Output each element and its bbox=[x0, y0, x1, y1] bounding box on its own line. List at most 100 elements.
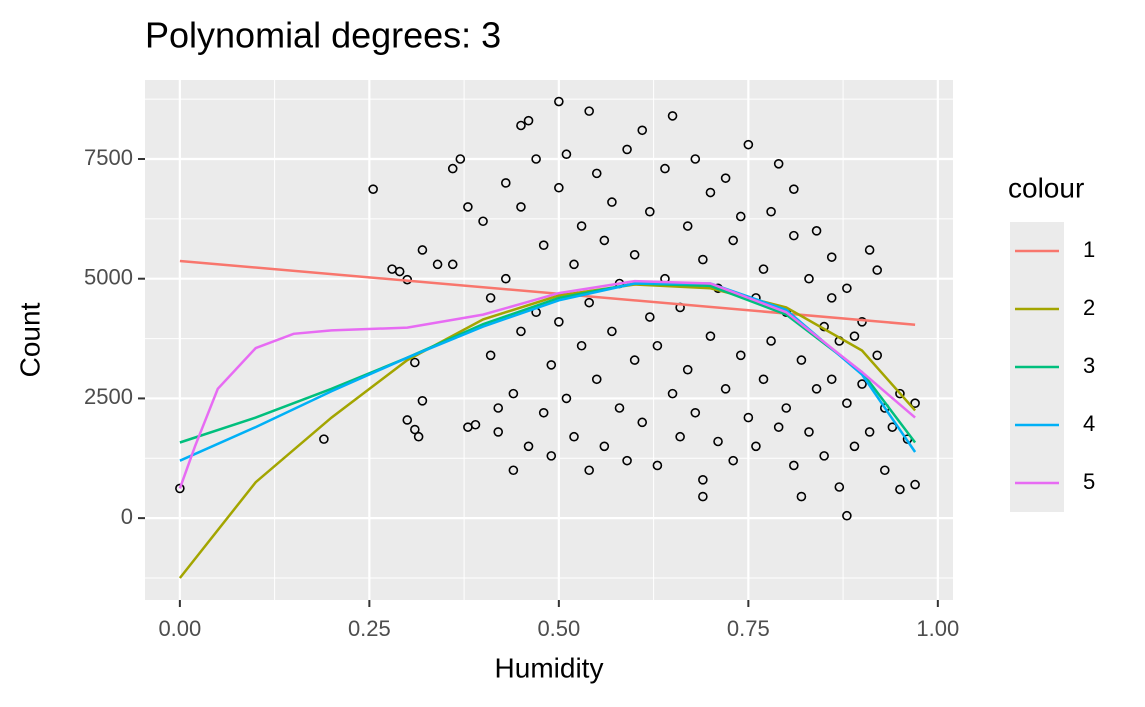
point bbox=[842, 283, 852, 294]
legend-label: 3 bbox=[1083, 353, 1095, 378]
point bbox=[485, 293, 496, 303]
point bbox=[804, 427, 814, 437]
point bbox=[584, 297, 594, 308]
point bbox=[516, 120, 526, 131]
point bbox=[698, 491, 708, 502]
point bbox=[743, 412, 754, 423]
point bbox=[789, 230, 799, 241]
y-tick-label: 5000 bbox=[84, 265, 133, 290]
point bbox=[864, 427, 875, 437]
point bbox=[538, 407, 549, 418]
point bbox=[811, 226, 822, 236]
x-axis-label: Humidity bbox=[495, 652, 604, 683]
point bbox=[645, 206, 655, 217]
point bbox=[720, 173, 731, 183]
point bbox=[478, 216, 488, 227]
point bbox=[576, 340, 587, 351]
point bbox=[394, 266, 405, 277]
point bbox=[872, 350, 883, 361]
point bbox=[895, 388, 905, 399]
point bbox=[879, 465, 890, 476]
point bbox=[584, 465, 594, 476]
point bbox=[698, 254, 708, 265]
y-tick-label: 0 bbox=[121, 504, 133, 529]
point bbox=[796, 355, 807, 365]
point bbox=[607, 326, 617, 337]
point bbox=[493, 403, 504, 413]
x-tick-label: 0.75 bbox=[727, 616, 770, 641]
point bbox=[789, 460, 799, 471]
point bbox=[463, 202, 473, 212]
point bbox=[667, 111, 678, 121]
legend-label: 4 bbox=[1083, 411, 1095, 436]
point bbox=[735, 211, 746, 222]
point bbox=[713, 436, 723, 447]
y-tick-label: 2500 bbox=[84, 384, 133, 409]
point bbox=[773, 158, 784, 169]
point bbox=[516, 202, 526, 212]
point bbox=[523, 441, 534, 452]
x-tick-label: 1.00 bbox=[916, 616, 959, 641]
fit-line bbox=[178, 283, 917, 579]
point bbox=[811, 384, 822, 394]
point bbox=[629, 249, 640, 260]
point bbox=[705, 331, 716, 341]
point bbox=[652, 460, 663, 471]
point bbox=[819, 451, 829, 461]
point bbox=[546, 360, 557, 370]
legend-label: 2 bbox=[1083, 295, 1095, 320]
point bbox=[493, 427, 504, 437]
point bbox=[508, 388, 519, 399]
point bbox=[622, 455, 632, 466]
point bbox=[796, 491, 807, 502]
point bbox=[599, 441, 610, 452]
point bbox=[470, 419, 481, 430]
point bbox=[447, 163, 458, 174]
point bbox=[849, 441, 860, 452]
point bbox=[554, 96, 564, 107]
fit-line bbox=[178, 279, 916, 489]
point bbox=[910, 479, 920, 490]
point bbox=[826, 252, 837, 262]
point bbox=[675, 431, 685, 442]
point bbox=[569, 259, 579, 270]
point bbox=[766, 336, 776, 346]
point bbox=[591, 374, 602, 385]
point bbox=[508, 465, 519, 476]
point bbox=[410, 424, 420, 435]
point bbox=[500, 273, 511, 284]
y-axis-label: Count bbox=[14, 302, 45, 377]
point bbox=[857, 317, 867, 327]
point bbox=[523, 115, 534, 126]
point bbox=[417, 245, 428, 255]
point bbox=[826, 374, 837, 385]
point bbox=[561, 393, 572, 404]
point bbox=[842, 398, 852, 409]
point bbox=[735, 350, 746, 361]
legend-title: colour bbox=[1008, 172, 1084, 203]
point bbox=[500, 178, 511, 188]
point bbox=[554, 182, 564, 193]
point bbox=[538, 240, 549, 250]
point bbox=[584, 106, 594, 116]
point bbox=[622, 144, 632, 155]
point bbox=[751, 441, 761, 452]
point bbox=[887, 422, 898, 432]
point bbox=[591, 168, 602, 179]
point bbox=[637, 125, 648, 136]
point bbox=[895, 484, 905, 495]
point bbox=[576, 221, 587, 231]
point bbox=[368, 184, 378, 194]
point bbox=[531, 154, 541, 164]
point bbox=[728, 455, 738, 466]
point bbox=[789, 184, 799, 194]
chart-title: Polynomial degrees: 3 bbox=[145, 15, 501, 56]
point bbox=[599, 235, 610, 246]
point bbox=[872, 265, 883, 275]
point bbox=[758, 264, 769, 274]
point bbox=[667, 388, 678, 399]
point bbox=[857, 379, 867, 389]
point bbox=[637, 417, 648, 428]
point bbox=[561, 149, 572, 160]
